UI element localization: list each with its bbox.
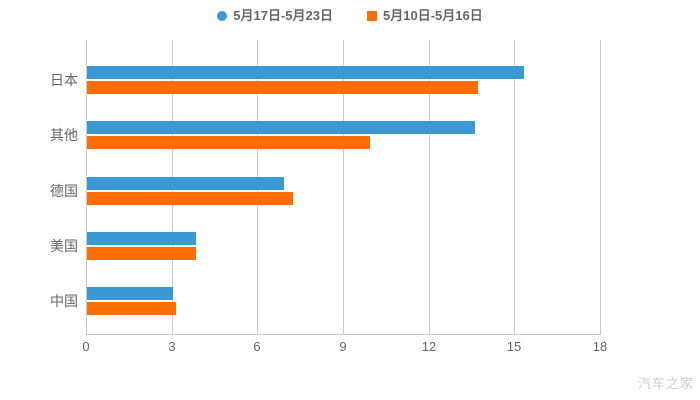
bar-日本-series0[interactable] (87, 66, 524, 79)
bar-美国-series0[interactable] (87, 232, 196, 245)
x-tick-label-12: 12 (421, 339, 437, 354)
gridline-x-0 (86, 40, 87, 335)
x-axis-line (86, 334, 600, 335)
gridline-x-15 (514, 40, 515, 335)
x-tick-label-18: 18 (592, 339, 608, 354)
legend: 5月17日-5月23日 5月10日-5月16日 (0, 7, 700, 25)
legend-item-0[interactable]: 5月17日-5月23日 (217, 7, 333, 25)
category-label-美国: 美国 (50, 238, 78, 254)
bar-中国-series0[interactable] (87, 287, 173, 300)
x-tick-label-3: 3 (168, 339, 176, 354)
bar-其他-series0[interactable] (87, 121, 475, 134)
bar-美国-series1[interactable] (87, 247, 196, 260)
plot-area (86, 40, 601, 335)
category-label-德国: 德国 (50, 183, 78, 199)
x-tick-label-0: 0 (82, 339, 90, 354)
gridline-x-12 (429, 40, 430, 335)
circle-icon (217, 11, 228, 21)
gridline-x-18 (600, 40, 601, 335)
x-tick-label-6: 6 (253, 339, 261, 354)
legend-item-label: 5月17日-5月23日 (233, 8, 333, 23)
legend-item-1[interactable]: 5月10日-5月16日 (367, 7, 483, 25)
x-tick-label-15: 15 (506, 339, 522, 354)
category-label-其他: 其他 (50, 127, 78, 143)
bar-其他-series1[interactable] (87, 136, 370, 149)
x-tick-label-9: 9 (339, 339, 347, 354)
category-label-日本: 日本 (50, 72, 78, 88)
bar-中国-series1[interactable] (87, 302, 176, 315)
watermark-autohome: 汽车之家 (637, 376, 694, 391)
category-label-中国: 中国 (50, 293, 78, 309)
bar-德国-series0[interactable] (87, 177, 284, 190)
square-icon (367, 11, 377, 21)
gridline-x-9 (343, 40, 344, 335)
bar-日本-series1[interactable] (87, 81, 478, 94)
legend-item-label: 5月10日-5月16日 (383, 8, 483, 23)
bar-德国-series1[interactable] (87, 192, 293, 205)
